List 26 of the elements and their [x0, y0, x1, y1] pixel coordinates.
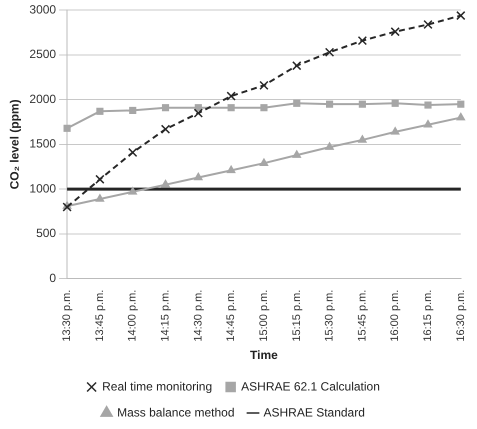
x-tick-label: 14:00 p.m.: [126, 290, 139, 342]
x-tick-label: 15:30 p.m.: [324, 290, 336, 342]
y-tick-label: 1000: [29, 181, 56, 196]
x-tick-label: 14:30 p.m.: [192, 290, 204, 342]
y-tick-label: 2000: [29, 92, 56, 106]
x-tick-label: 16:15 p.m.: [422, 290, 434, 342]
y-axis-title: CO₂ level (ppm): [8, 99, 22, 190]
legend-label: Real time monitoring: [102, 379, 212, 394]
x-tick-label: 13:30 p.m.: [61, 290, 74, 342]
legend-label: Mass balance method: [117, 405, 235, 420]
y-tick-label: 1500: [29, 136, 56, 151]
x-tick-label: 14:45 p.m.: [225, 290, 238, 342]
x-tick-label: 14:15 p.m.: [160, 290, 172, 342]
x-axis-title: Time: [250, 348, 278, 362]
y-tick-label: 500: [36, 226, 56, 240]
x-tick-label: 15:15 p.m.: [290, 290, 303, 342]
y-tick-label: 3000: [29, 2, 56, 17]
legend-label: ASHRAE 62.1 Calculation: [241, 379, 380, 394]
x-tick-label: 16:30 p.m.: [454, 290, 467, 342]
x-tick-label: 16:00 p.m.: [389, 290, 402, 342]
x-tick-label: 15:45 p.m.: [356, 290, 368, 342]
y-tick-label: 2500: [29, 47, 56, 62]
x-tick-label: 13:45 p.m.: [94, 290, 106, 342]
legend-label: ASHRAE Standard: [264, 405, 365, 420]
x-tick-label: 15:00 p.m.: [258, 290, 270, 342]
y-tick-label: 0: [49, 270, 56, 285]
